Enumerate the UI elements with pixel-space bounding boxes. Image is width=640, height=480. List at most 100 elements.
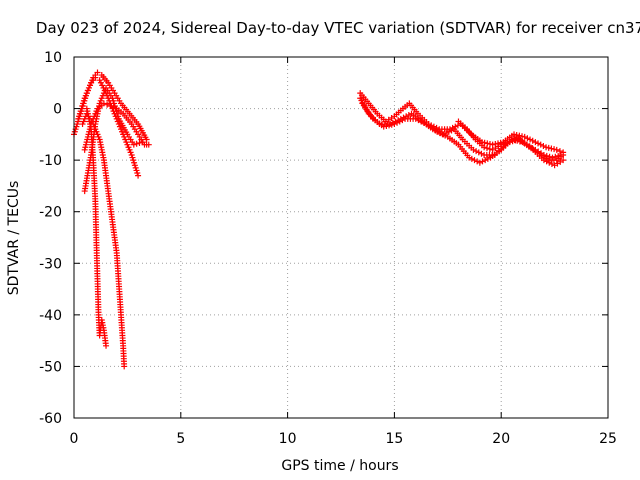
x-tick-label: 15 (385, 431, 403, 447)
data-point-interp (396, 118, 403, 125)
data-point-interp (512, 137, 519, 144)
y-tick-label: 0 (53, 102, 62, 118)
data-point-interp (519, 133, 526, 140)
data-point (94, 69, 101, 76)
x-tick-label: 0 (70, 431, 79, 447)
data-point-interp (482, 157, 489, 164)
data-point-interp (386, 122, 393, 129)
data-point (103, 342, 110, 349)
data-point (549, 154, 556, 161)
data-point-interp (475, 149, 482, 156)
data-point-interp (551, 146, 558, 153)
data-point-interp (399, 117, 406, 124)
data-point-interp (546, 153, 553, 160)
data-point-interp (537, 141, 544, 148)
data-point-interp (516, 132, 523, 139)
data-point-interp (524, 135, 531, 142)
data-point-interp (474, 158, 481, 165)
y-tick-label: 10 (44, 50, 62, 66)
data-point (540, 151, 547, 158)
data-point-interp (501, 140, 508, 147)
data-point-interp (484, 155, 491, 162)
y-tick-label: -50 (39, 359, 62, 375)
data-point-interp (509, 138, 516, 145)
data-point (466, 154, 473, 161)
data-point (130, 141, 137, 148)
data-point-interp (543, 158, 550, 165)
data-point (476, 159, 483, 166)
data-point (470, 146, 477, 153)
data-point (543, 144, 550, 151)
data-point-interp (546, 159, 553, 166)
data-point-interp (548, 145, 555, 152)
axis-ticks: 0 5 10 15 20 25 10 0 -10 -20 -30 -40 -50 -60 (39, 50, 617, 447)
data-point (380, 123, 387, 130)
data-point-interp (486, 145, 493, 152)
data-point-interp (110, 104, 117, 111)
data-point (434, 128, 441, 135)
data-point-interp (555, 152, 562, 159)
data-point (560, 157, 567, 164)
data-point-interp (415, 117, 422, 124)
data-marks (71, 69, 567, 370)
data-point (107, 102, 114, 109)
plot-frame (73, 56, 609, 419)
data-point (558, 151, 565, 158)
chart-title: Day 023 of 2024, Sidereal Day-to-day VTE… (36, 19, 640, 37)
data-point-interp (383, 122, 390, 129)
data-point (498, 141, 505, 148)
data-point-interp (556, 148, 563, 155)
x-tick-label: 25 (599, 431, 617, 447)
data-point (521, 133, 528, 140)
data-point (412, 115, 419, 122)
y-axis-label: SDTVAR / TECUs (6, 181, 22, 296)
y-tick-label: -10 (39, 153, 62, 169)
data-point-interp (388, 121, 395, 128)
data-point-interp (448, 127, 455, 134)
data-point-interp (473, 148, 480, 155)
data-point (553, 146, 560, 153)
data-point-interp (543, 152, 550, 159)
data-point (532, 139, 539, 146)
data-point-interp (478, 150, 485, 157)
data-point (391, 121, 398, 128)
data-point-interp (445, 128, 452, 135)
y-tick-label: -60 (39, 411, 62, 427)
x-tick-label: 10 (279, 431, 297, 447)
data-point-interp (442, 132, 449, 139)
y-tick-label: -40 (39, 308, 62, 324)
data-point-interp (535, 140, 542, 147)
data-point-interp (540, 142, 547, 149)
data-point (145, 141, 152, 148)
data-point (143, 136, 150, 143)
data-point (506, 139, 513, 146)
x-tick-label: 20 (492, 431, 510, 447)
y-tick-label: -30 (39, 256, 62, 272)
y-tick-label: -20 (39, 205, 62, 221)
data-point (100, 100, 107, 107)
data-point (92, 74, 99, 81)
data-point-interp (529, 137, 536, 144)
data-point (481, 144, 488, 151)
data-point-interp (479, 158, 486, 165)
data-point-interp (394, 119, 401, 126)
data-point-interp (552, 153, 559, 160)
data-point-interp (545, 144, 552, 151)
data-point-interp (483, 145, 490, 152)
data-point (135, 172, 142, 179)
data-point-interp (468, 155, 475, 162)
grid (74, 57, 608, 418)
data-point-interp (436, 130, 443, 137)
data-point (540, 157, 547, 164)
data-point-interp (548, 161, 555, 168)
data-point (121, 363, 128, 370)
data-point-interp (418, 118, 425, 125)
data-point-interp (471, 157, 478, 164)
data-point (489, 141, 496, 148)
data-point-interp (104, 101, 111, 108)
data-point-interp (439, 131, 446, 138)
data-point-interp (136, 139, 143, 146)
data-point-interp (503, 139, 510, 146)
data-point-interp (420, 119, 427, 126)
